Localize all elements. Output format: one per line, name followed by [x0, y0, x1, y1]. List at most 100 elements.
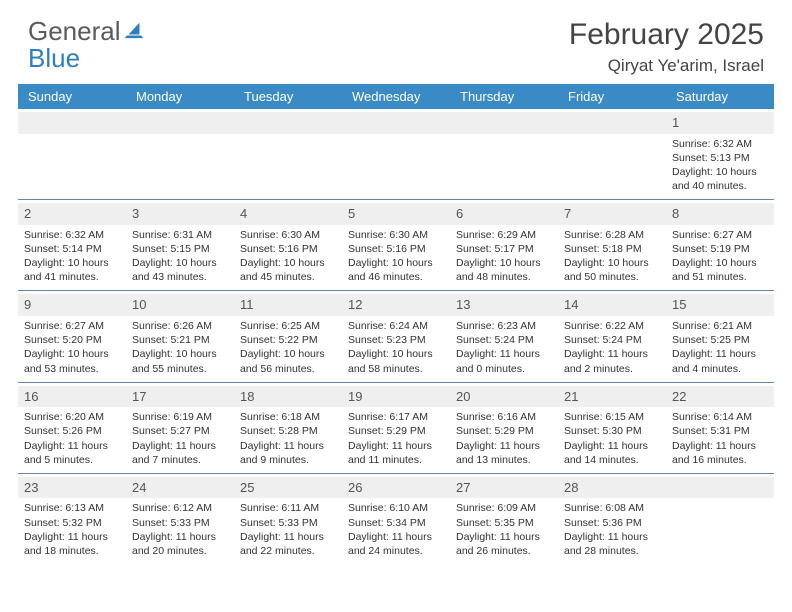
daylight-text: Daylight: 11 hours and 11 minutes.	[348, 439, 444, 467]
day-number: 8	[666, 203, 774, 225]
day-number: 2	[18, 203, 126, 225]
sunrise-text: Sunrise: 6:15 AM	[564, 410, 660, 424]
sunset-text: Sunset: 5:13 PM	[672, 151, 768, 165]
day-number	[234, 112, 342, 134]
sunrise-text: Sunrise: 6:14 AM	[672, 410, 768, 424]
sunset-text: Sunset: 5:16 PM	[240, 242, 336, 256]
week-row: 9Sunrise: 6:27 AMSunset: 5:20 PMDaylight…	[18, 291, 774, 382]
sunset-text: Sunset: 5:35 PM	[456, 516, 552, 530]
daylight-text: Daylight: 11 hours and 16 minutes.	[672, 439, 768, 467]
sunrise-text: Sunrise: 6:08 AM	[564, 501, 660, 515]
brand-part2: Blue	[28, 43, 80, 73]
day-cell: 16Sunrise: 6:20 AMSunset: 5:26 PMDayligh…	[18, 383, 126, 473]
sunrise-text: Sunrise: 6:27 AM	[672, 228, 768, 242]
day-number: 24	[126, 477, 234, 499]
sunset-text: Sunset: 5:28 PM	[240, 424, 336, 438]
day-number	[558, 112, 666, 134]
sunset-text: Sunset: 5:30 PM	[564, 424, 660, 438]
week-row: 23Sunrise: 6:13 AMSunset: 5:32 PMDayligh…	[18, 474, 774, 564]
sunrise-text: Sunrise: 6:23 AM	[456, 319, 552, 333]
day-number: 15	[666, 294, 774, 316]
sunset-text: Sunset: 5:27 PM	[132, 424, 228, 438]
day-cell	[666, 474, 774, 564]
day-number: 21	[558, 386, 666, 408]
daylight-text: Daylight: 11 hours and 26 minutes.	[456, 530, 552, 558]
day-cell: 28Sunrise: 6:08 AMSunset: 5:36 PMDayligh…	[558, 474, 666, 564]
sail-icon	[123, 18, 145, 45]
day-number: 17	[126, 386, 234, 408]
brand-logo: GeneralBlue	[28, 18, 145, 73]
sunrise-text: Sunrise: 6:21 AM	[672, 319, 768, 333]
day-number: 11	[234, 294, 342, 316]
daylight-text: Daylight: 11 hours and 7 minutes.	[132, 439, 228, 467]
day-cell: 22Sunrise: 6:14 AMSunset: 5:31 PMDayligh…	[666, 383, 774, 473]
day-cell: 1Sunrise: 6:32 AMSunset: 5:13 PMDaylight…	[666, 109, 774, 199]
day-header-mon: Monday	[126, 84, 234, 109]
day-number: 16	[18, 386, 126, 408]
sunset-text: Sunset: 5:22 PM	[240, 333, 336, 347]
location-label: Qiryat Ye'arim, Israel	[569, 56, 764, 76]
day-cell: 13Sunrise: 6:23 AMSunset: 5:24 PMDayligh…	[450, 291, 558, 381]
sunset-text: Sunset: 5:16 PM	[348, 242, 444, 256]
week-row: 2Sunrise: 6:32 AMSunset: 5:14 PMDaylight…	[18, 200, 774, 291]
daylight-text: Daylight: 11 hours and 18 minutes.	[24, 530, 120, 558]
day-cell: 24Sunrise: 6:12 AMSunset: 5:33 PMDayligh…	[126, 474, 234, 564]
day-cell	[126, 109, 234, 199]
day-cell: 27Sunrise: 6:09 AMSunset: 5:35 PMDayligh…	[450, 474, 558, 564]
daylight-text: Daylight: 10 hours and 41 minutes.	[24, 256, 120, 284]
sunrise-text: Sunrise: 6:25 AM	[240, 319, 336, 333]
daylight-text: Daylight: 10 hours and 56 minutes.	[240, 347, 336, 375]
sunset-text: Sunset: 5:14 PM	[24, 242, 120, 256]
daylight-text: Daylight: 11 hours and 20 minutes.	[132, 530, 228, 558]
sunset-text: Sunset: 5:18 PM	[564, 242, 660, 256]
day-cell: 26Sunrise: 6:10 AMSunset: 5:34 PMDayligh…	[342, 474, 450, 564]
daylight-text: Daylight: 11 hours and 4 minutes.	[672, 347, 768, 375]
sunrise-text: Sunrise: 6:13 AM	[24, 501, 120, 515]
day-cell: 8Sunrise: 6:27 AMSunset: 5:19 PMDaylight…	[666, 200, 774, 290]
daylight-text: Daylight: 11 hours and 2 minutes.	[564, 347, 660, 375]
day-cell: 10Sunrise: 6:26 AMSunset: 5:21 PMDayligh…	[126, 291, 234, 381]
sunset-text: Sunset: 5:34 PM	[348, 516, 444, 530]
daylight-text: Daylight: 10 hours and 58 minutes.	[348, 347, 444, 375]
sunrise-text: Sunrise: 6:26 AM	[132, 319, 228, 333]
day-number	[666, 477, 774, 499]
day-number: 10	[126, 294, 234, 316]
sunset-text: Sunset: 5:20 PM	[24, 333, 120, 347]
day-number: 1	[666, 112, 774, 134]
day-cell: 20Sunrise: 6:16 AMSunset: 5:29 PMDayligh…	[450, 383, 558, 473]
daylight-text: Daylight: 11 hours and 22 minutes.	[240, 530, 336, 558]
day-number: 18	[234, 386, 342, 408]
sunset-text: Sunset: 5:24 PM	[456, 333, 552, 347]
title-block: February 2025 Qiryat Ye'arim, Israel	[569, 18, 764, 76]
sunset-text: Sunset: 5:26 PM	[24, 424, 120, 438]
day-number: 26	[342, 477, 450, 499]
day-cell	[450, 109, 558, 199]
day-header-fri: Friday	[558, 84, 666, 109]
day-number: 4	[234, 203, 342, 225]
calendar: Sunday Monday Tuesday Wednesday Thursday…	[0, 84, 792, 564]
day-number: 7	[558, 203, 666, 225]
day-number: 14	[558, 294, 666, 316]
day-header-sat: Saturday	[666, 84, 774, 109]
sunrise-text: Sunrise: 6:24 AM	[348, 319, 444, 333]
day-cell	[342, 109, 450, 199]
day-number: 23	[18, 477, 126, 499]
daylight-text: Daylight: 11 hours and 13 minutes.	[456, 439, 552, 467]
sunrise-text: Sunrise: 6:18 AM	[240, 410, 336, 424]
sunset-text: Sunset: 5:32 PM	[24, 516, 120, 530]
day-number: 28	[558, 477, 666, 499]
day-header-wed: Wednesday	[342, 84, 450, 109]
sunset-text: Sunset: 5:29 PM	[348, 424, 444, 438]
daylight-text: Daylight: 11 hours and 0 minutes.	[456, 347, 552, 375]
week-row: 1Sunrise: 6:32 AMSunset: 5:13 PMDaylight…	[18, 109, 774, 200]
day-cell: 19Sunrise: 6:17 AMSunset: 5:29 PMDayligh…	[342, 383, 450, 473]
day-cell: 11 Sunrise: 6:25 AMSunset: 5:22 PMDayligh…	[234, 291, 342, 381]
day-number: 27	[450, 477, 558, 499]
brand-part1: General	[28, 16, 121, 46]
sunset-text: Sunset: 5:25 PM	[672, 333, 768, 347]
day-cell	[18, 109, 126, 199]
day-cell: 14Sunrise: 6:22 AMSunset: 5:24 PMDayligh…	[558, 291, 666, 381]
day-cell	[558, 109, 666, 199]
sunrise-text: Sunrise: 6:28 AM	[564, 228, 660, 242]
sunset-text: Sunset: 5:19 PM	[672, 242, 768, 256]
